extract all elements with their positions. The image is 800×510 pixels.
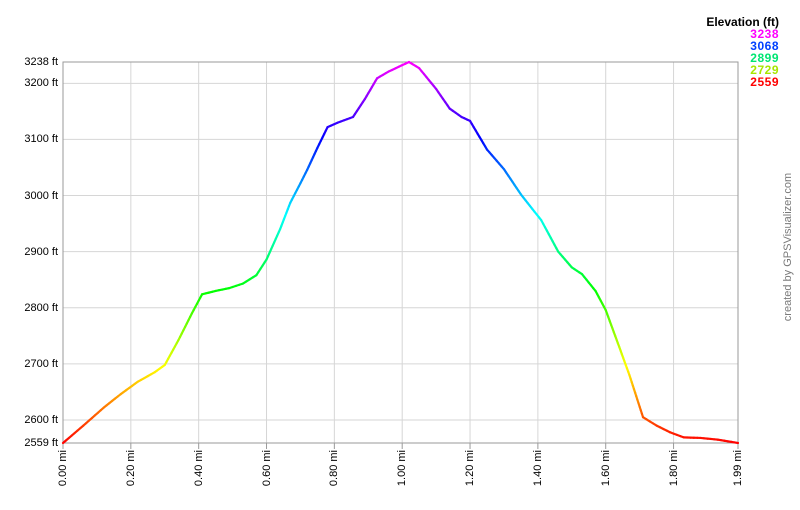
x-tick-label: 1.99 mi bbox=[732, 450, 744, 487]
legend-title: Elevation (ft) bbox=[706, 15, 779, 29]
y-tick-label: 2800 ft bbox=[24, 301, 58, 314]
x-tick-label: 1.60 mi bbox=[599, 450, 612, 487]
legend: Elevation (ft) 3238 3068 2899 2729 2559 bbox=[706, 16, 779, 88]
legend-entry: 2559 bbox=[750, 75, 779, 89]
legend-entry: 2729 bbox=[750, 63, 779, 77]
legend-entry: 3238 bbox=[750, 27, 779, 41]
y-tick-label: 2600 ft bbox=[24, 413, 58, 426]
profile-line-segment bbox=[733, 441, 740, 445]
legend-entries: 3238 3068 2899 2729 2559 bbox=[706, 28, 779, 88]
y-tick-label: 3200 ft bbox=[24, 77, 58, 90]
x-tick-label: 0.40 mi bbox=[192, 450, 205, 487]
x-tick-label: 0.80 mi bbox=[328, 450, 341, 487]
x-tick-label: 0.20 mi bbox=[124, 450, 137, 487]
y-tick-label: 2559 ft bbox=[24, 437, 58, 449]
y-tick-label: 2700 ft bbox=[24, 357, 58, 370]
x-tick-label: 1.00 mi bbox=[396, 450, 409, 487]
y-tick-label: 3000 ft bbox=[24, 189, 58, 202]
y-tick-label: 3100 ft bbox=[24, 133, 58, 146]
y-tick-label: 3238 ft bbox=[24, 56, 58, 68]
x-tick-label: 0.00 mi bbox=[57, 450, 69, 487]
x-tick-label: 1.80 mi bbox=[667, 450, 680, 487]
x-tick-label: 1.40 mi bbox=[531, 450, 544, 487]
x-tick-label: 1.20 mi bbox=[464, 450, 477, 487]
legend-entry: 2899 bbox=[750, 51, 779, 65]
watermark-credit: created by GPSVisualizer.com bbox=[782, 172, 794, 322]
plot-frame bbox=[62, 61, 739, 444]
y-tick-label: 2900 ft bbox=[24, 245, 58, 258]
x-tick-label: 0.60 mi bbox=[260, 450, 273, 487]
legend-entry: 3068 bbox=[750, 39, 779, 53]
